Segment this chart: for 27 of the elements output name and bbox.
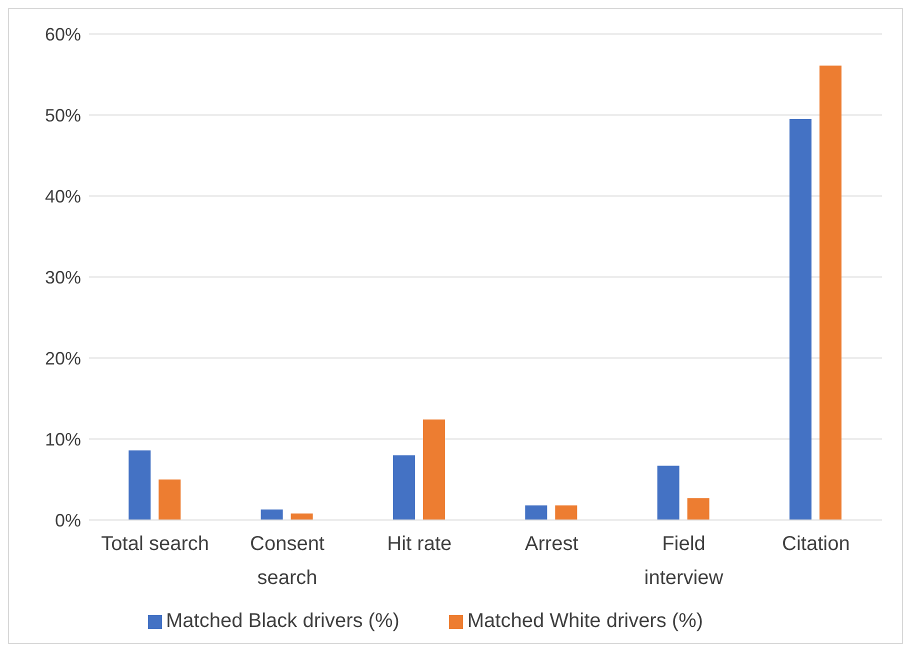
y-tick-label: 40% xyxy=(44,186,81,206)
x-tick-label: Total search xyxy=(101,533,210,555)
bar xyxy=(525,505,548,520)
bar xyxy=(687,498,710,520)
bar xyxy=(392,455,415,520)
bar xyxy=(555,505,578,520)
x-tick-label: Arrest xyxy=(524,533,579,555)
y-tick-label: 60% xyxy=(44,24,81,44)
legend-label: Matched White drivers (%) xyxy=(467,610,704,632)
bar xyxy=(158,480,181,520)
y-tick-label: 0% xyxy=(54,510,81,530)
x-tick-label: Field interview xyxy=(644,533,724,589)
legend-label: Matched Black drivers (%) xyxy=(166,610,400,632)
bar xyxy=(819,66,842,520)
bar xyxy=(657,466,680,520)
x-tick-label: Citation xyxy=(782,533,850,555)
y-tick-label: 10% xyxy=(44,429,81,450)
bar xyxy=(290,514,313,520)
bar xyxy=(260,509,283,520)
y-tick-label: 50% xyxy=(44,105,81,126)
bar xyxy=(422,420,445,520)
bar xyxy=(789,119,812,520)
y-tick-label: 30% xyxy=(44,267,81,288)
x-tick-label: Hit rate xyxy=(387,533,452,555)
y-tick-label: 20% xyxy=(44,348,81,368)
x-tick-label: Consent search xyxy=(250,533,325,589)
bar xyxy=(128,450,151,520)
